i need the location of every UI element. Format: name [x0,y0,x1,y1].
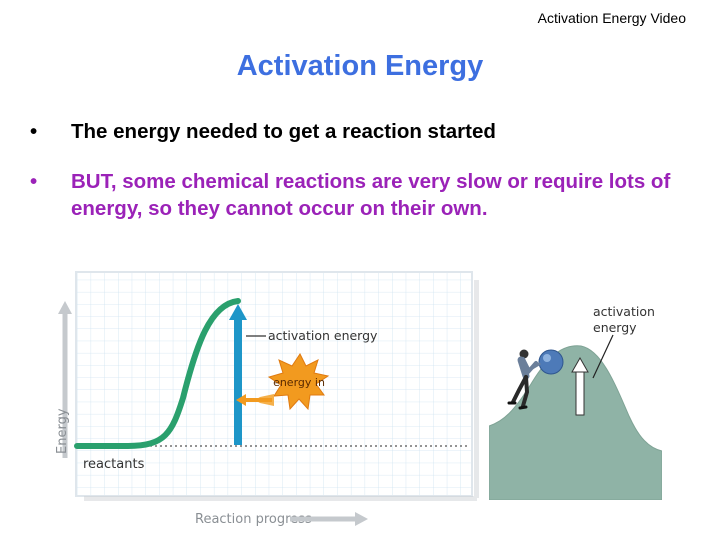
bullet-list: • The energy needed to get a reaction st… [30,118,690,222]
hill-illustration: activation energy [489,276,662,500]
hill-label-leader [592,334,614,379]
bullet-item: • The energy needed to get a reaction st… [30,118,690,145]
activation-energy-arrow [229,304,247,445]
hill-shape [489,345,662,500]
energy-diagram: Energy activation energy energy in react… [55,271,479,527]
y-axis-label: Energy [55,408,70,454]
x-axis-label: Reaction progress [195,512,312,527]
energy-in-label: energy in [273,376,325,389]
reactants-label: reactants [83,457,145,472]
energy-in-burst [236,353,330,411]
bullet-item: • BUT, some chemical reactions are very … [30,168,690,222]
person-pushing-ball-icon [507,349,564,410]
hill-activation-label-1: activation [593,304,655,319]
activation-height-arrow [571,356,589,416]
hill-activation-label-2: energy [593,320,637,335]
bullet-text: BUT, some chemical reactions are very sl… [71,170,671,220]
bullet-text: The energy needed to get a reaction star… [71,120,496,143]
activation-energy-video-link[interactable]: Activation Energy Video [537,10,686,26]
diagram-panel-shadow [84,280,479,501]
bullet-marker: • [30,120,38,143]
diagram-grid [77,273,471,495]
x-axis [290,512,368,526]
activation-energy-label: activation energy [268,328,378,343]
bullet-marker: • [30,170,38,193]
energy-curve [74,298,241,449]
y-axis [58,301,72,458]
slide-title: Activation Energy [236,50,484,82]
